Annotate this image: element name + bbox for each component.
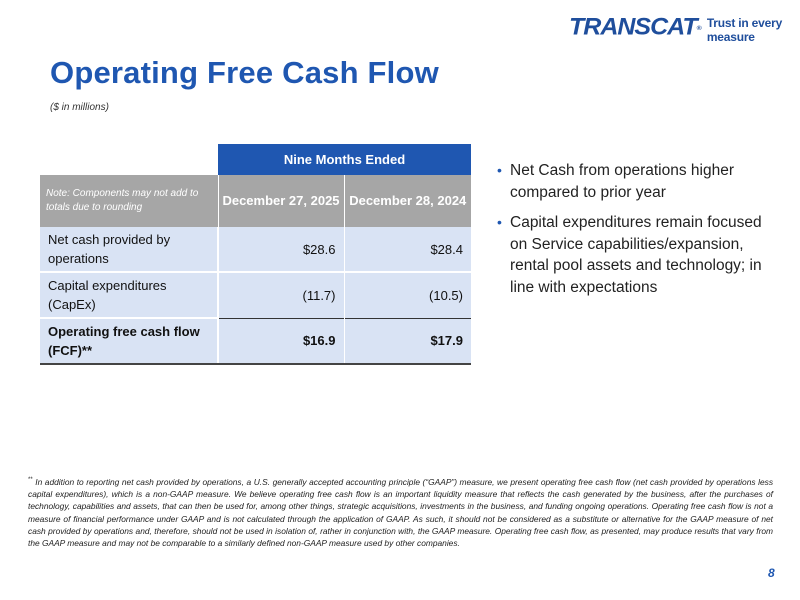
cell-fcf-2025: $16.9 xyxy=(218,317,344,365)
logo-wordmark: TRANSCAT® xyxy=(569,13,702,41)
list-item: • Net Cash from operations higher compare… xyxy=(497,162,735,201)
row-label-net-cash: Net cash provided by operations xyxy=(40,227,219,272)
table-row-total: Operating free cash flow (FCF)** $16.9 $… xyxy=(40,317,471,365)
list-item: • Capital expenditures remain focused on … xyxy=(497,214,762,296)
row-label-fcf: Operating free cash flow (FCF)** xyxy=(40,317,219,365)
table-row: Net cash provided by operations $28.6 $2… xyxy=(40,227,471,272)
cell-capex-2024: (10.5) xyxy=(343,271,471,318)
table-column-header-row: Note: Components may not add to totals d… xyxy=(40,175,471,227)
cell-net-cash-2024: $28.4 xyxy=(343,227,471,272)
table-row: Capital expenditures (CapEx) (11.7) (10.… xyxy=(40,271,471,318)
column-header-2025: December 27, 2025 xyxy=(217,175,344,227)
key-points-list: • Net Cash from operations higher compare… xyxy=(497,160,777,307)
page-number: 8 xyxy=(768,566,775,580)
logo-tagline: Trust in every measure xyxy=(706,16,783,44)
units-subtitle: ($ in millions) xyxy=(50,102,109,113)
bullet-icon: • xyxy=(497,214,502,230)
fcf-table: Nine Months Ended Note: Components may n… xyxy=(40,144,471,365)
cell-fcf-2024: $17.9 xyxy=(343,317,471,365)
group-header: Nine Months Ended xyxy=(218,144,471,175)
company-logo: TRANSCAT® Trust in every measure xyxy=(569,13,800,44)
rounding-note: Note: Components may not add to totals d… xyxy=(40,175,218,227)
column-header-2024: December 28, 2024 xyxy=(343,175,471,227)
footnote: ** In addition to reporting net cash pro… xyxy=(28,474,773,550)
footnote-text: In addition to reporting net cash provid… xyxy=(28,476,774,549)
table-group-header-row: Nine Months Ended xyxy=(40,144,471,175)
cell-net-cash-2025: $28.6 xyxy=(218,227,344,272)
bullet-icon: • xyxy=(497,162,502,178)
cell-capex-2025: (11.7) xyxy=(218,271,344,318)
footnote-marker: ** xyxy=(28,477,33,483)
slide-title: Operating Free Cash Flow xyxy=(50,55,439,90)
row-label-capex: Capital expenditures (CapEx) xyxy=(40,271,219,318)
